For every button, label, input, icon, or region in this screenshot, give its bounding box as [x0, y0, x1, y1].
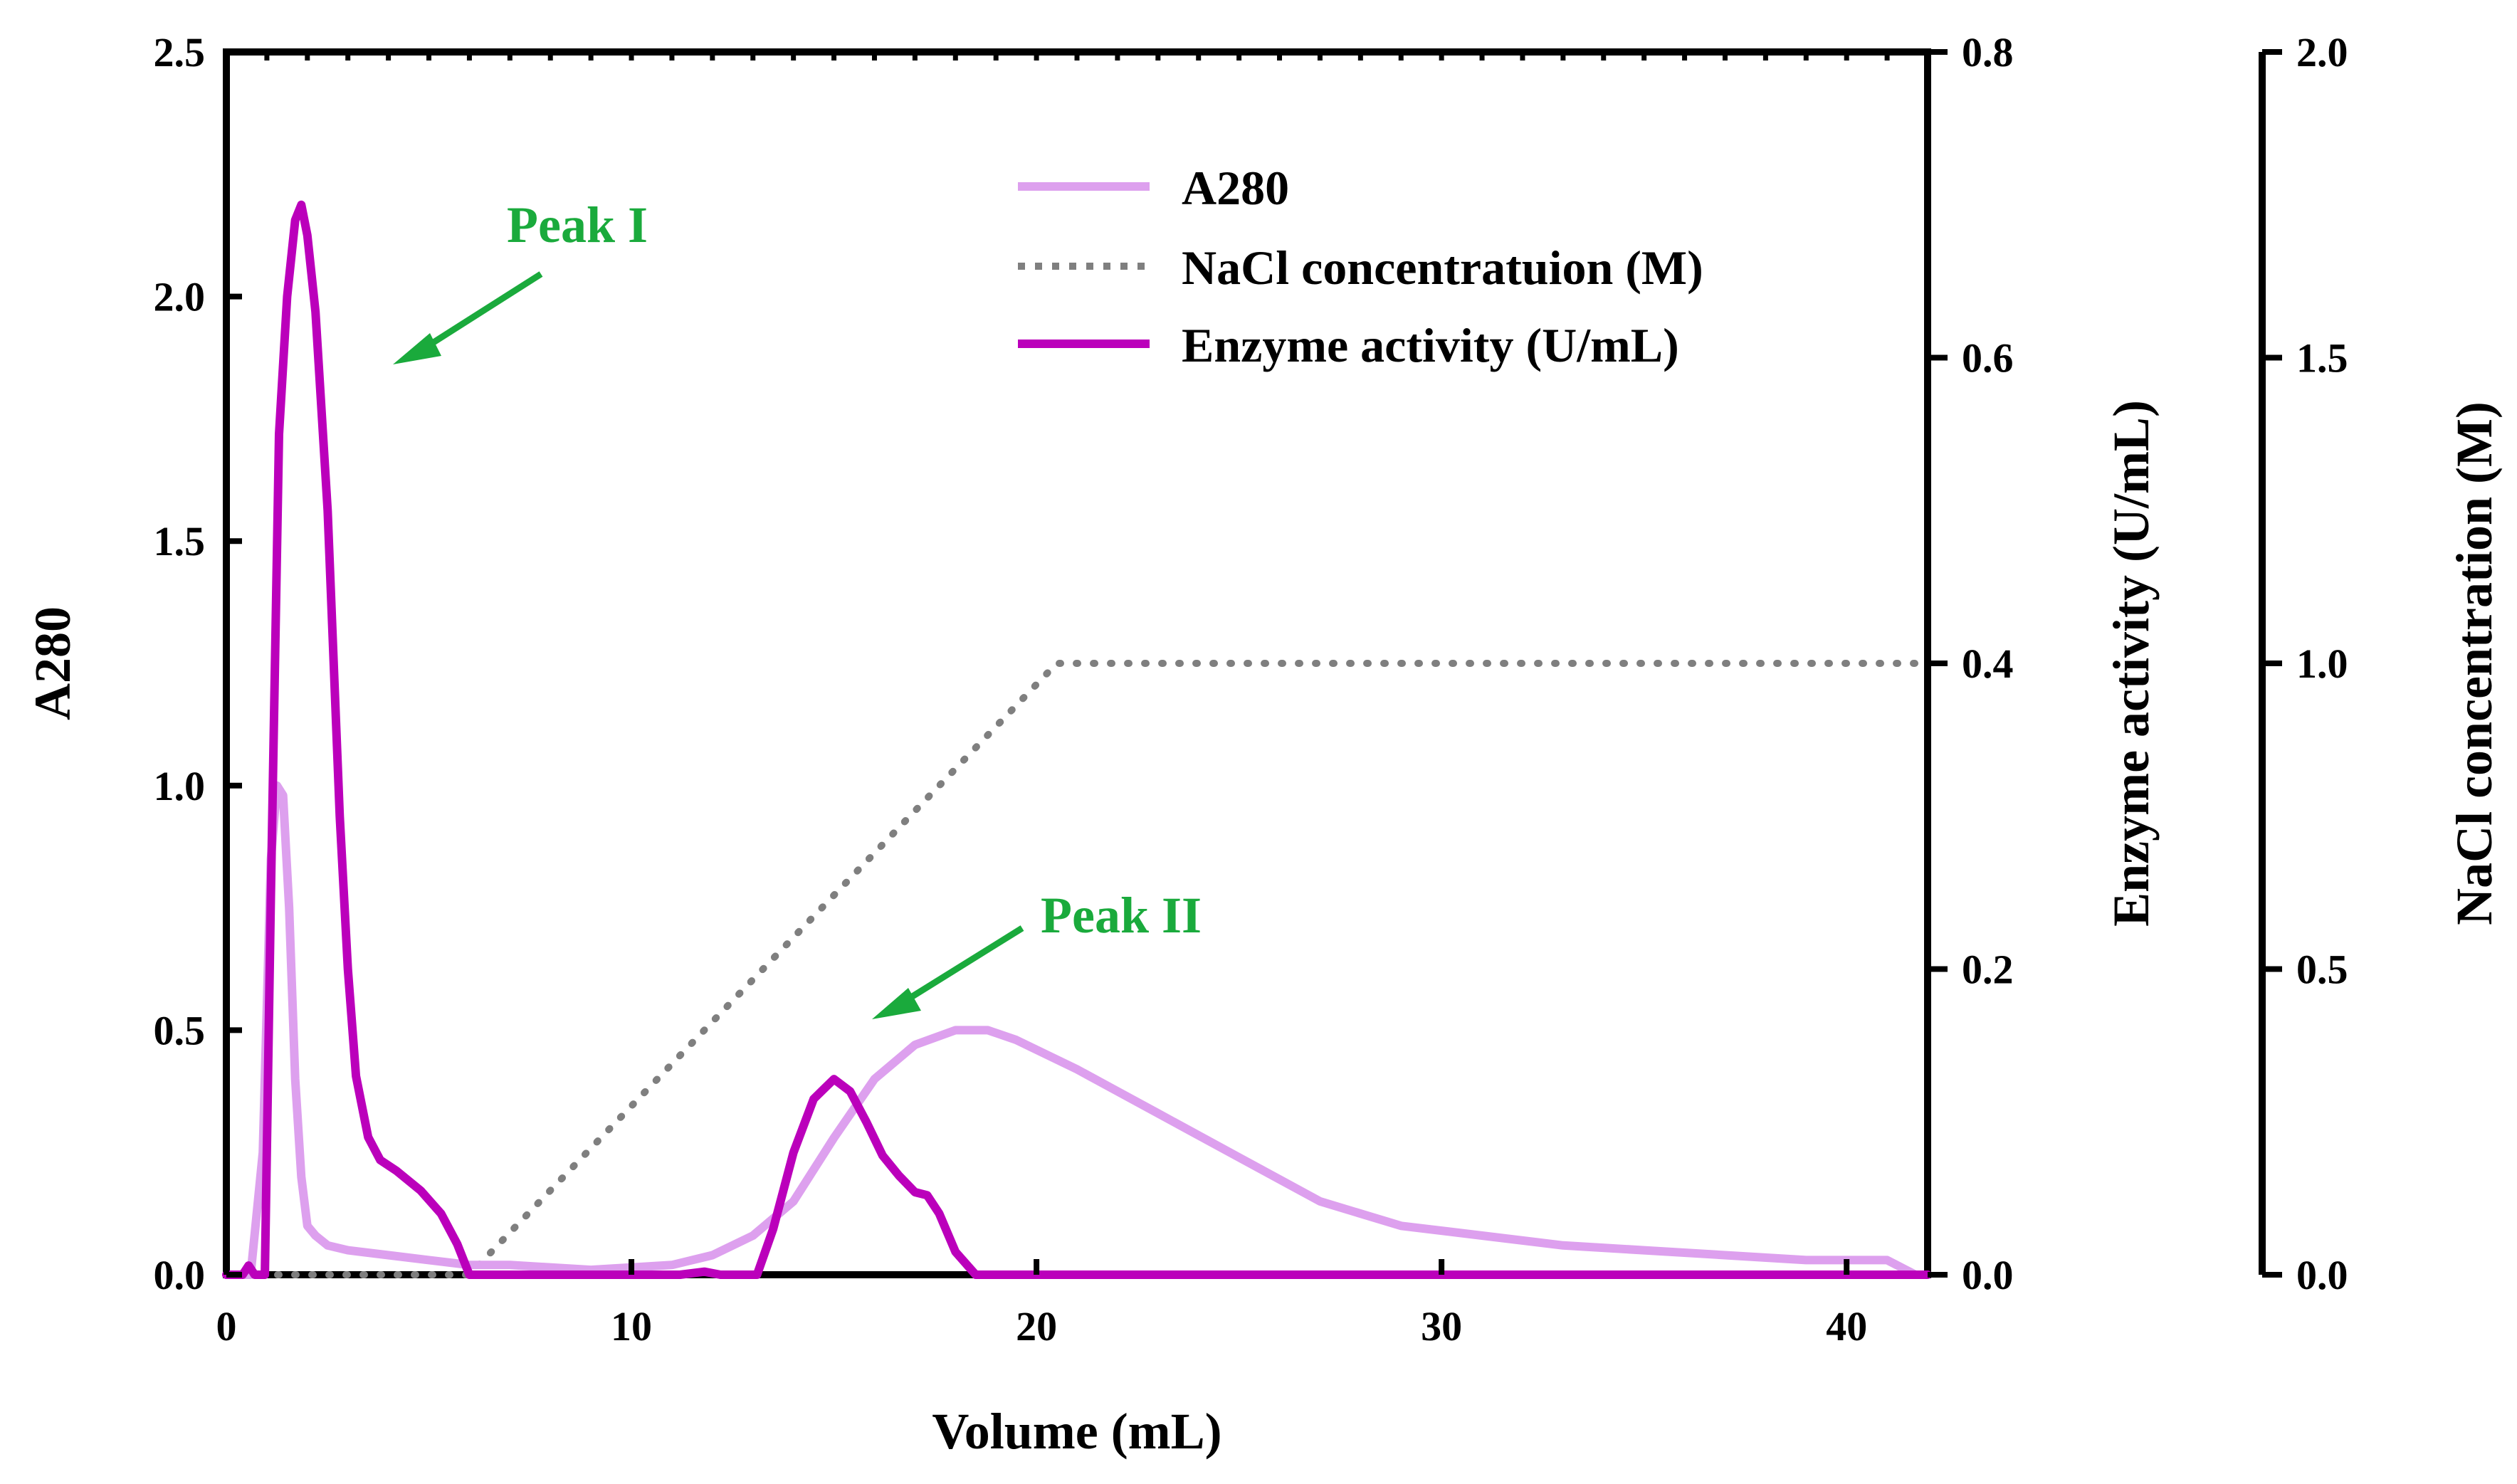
- annotation-peak-1: Peak I: [393, 196, 648, 364]
- y3-tick-label: 1.0: [2296, 641, 2348, 687]
- annotation-peak-2-arrow: [903, 925, 1024, 1004]
- y2-tick-label: 0.4: [1962, 641, 2014, 687]
- y2-tick-label: 0.8: [1962, 29, 2014, 75]
- y2-axis-title: Enzyme activity (U/mL): [2103, 400, 2160, 927]
- y-tick-label: 1.5: [154, 518, 206, 564]
- y-tick-label: 2.0: [154, 274, 206, 320]
- annotation-peak-1-arrow: [424, 271, 543, 350]
- annotation-peak-1-label: Peak I: [507, 196, 648, 253]
- y2-tick-label: 0.6: [1962, 335, 2014, 381]
- annotation-peak-2: Peak II: [872, 887, 1202, 1019]
- legend-label-enzyme: Enzyme activity (U/mL): [1182, 318, 1679, 372]
- annotation-peak-2-arrowhead: [872, 988, 921, 1019]
- y2-tick-label: 0.0: [1962, 1252, 2014, 1298]
- x-tick-label: 10: [611, 1303, 652, 1349]
- annotation-peak-2-label: Peak II: [1041, 887, 1202, 944]
- y3-axis-title: NaCl concentration (M): [2446, 401, 2503, 925]
- y2-tick-label: 0.2: [1962, 947, 2014, 993]
- y-axis-title: A280: [24, 606, 81, 720]
- y3-tick-label: 0.0: [2296, 1252, 2348, 1298]
- y-tick-label: 2.5: [154, 29, 206, 75]
- y3-tick-label: 2.0: [2296, 29, 2348, 75]
- y3-tick-label: 1.5: [2296, 335, 2348, 381]
- legend-label-nacl: NaCl concentratuion (M): [1182, 241, 1703, 295]
- series-line-enzyme-activity-u-ml: [222, 200, 1932, 1279]
- x-tick-label: 40: [1826, 1303, 1867, 1349]
- y-tick-label: 0.5: [154, 1007, 206, 1053]
- x-axis-title: Volume (mL): [932, 1403, 1221, 1460]
- annotation-peak-1-arrowhead: [393, 333, 441, 364]
- legend-label-a280: A280: [1182, 161, 1289, 215]
- y-tick-label: 0.0: [154, 1252, 206, 1298]
- legend: A280 NaCl concentratuion (M) Enzyme acti…: [1018, 161, 1703, 372]
- x-tick-label: 30: [1421, 1303, 1462, 1349]
- series-line-a280: [222, 781, 1920, 1279]
- x-tick-label: 0: [216, 1303, 237, 1349]
- y3-tick-label: 0.5: [2296, 947, 2348, 993]
- y-tick-label: 1.0: [154, 763, 206, 809]
- x-tick-label: 20: [1016, 1303, 1057, 1349]
- series-line-nacl-concentratuion-m: [223, 660, 1931, 1278]
